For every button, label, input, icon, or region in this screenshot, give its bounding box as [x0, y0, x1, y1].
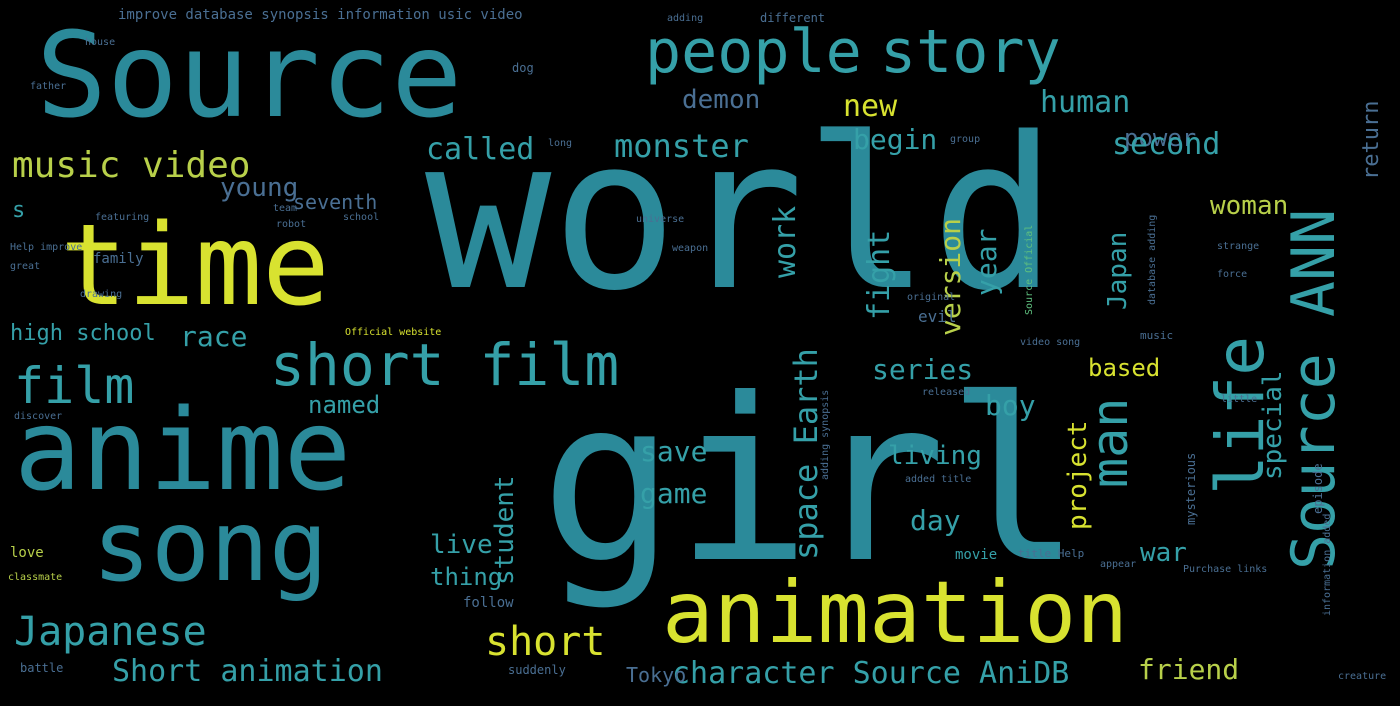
cloud-word: young — [220, 173, 299, 203]
cloud-word: title Help — [1018, 547, 1085, 560]
cloud-word: different — [760, 11, 826, 25]
cloud-word: demon — [682, 85, 761, 115]
cloud-word: live — [430, 530, 493, 560]
cloud-word: improve database synopsis information us… — [118, 7, 523, 23]
cloud-word: episode — [1311, 463, 1325, 514]
cloud-word: love — [10, 545, 44, 561]
cloud-word: follow — [463, 595, 514, 611]
cloud-word: drawing — [80, 289, 123, 300]
cloud-word: great — [10, 261, 41, 272]
cloud-word: robot — [276, 219, 307, 230]
cloud-word: project — [1063, 420, 1093, 530]
cloud-word: Help improve — [10, 242, 83, 253]
cloud-word: group — [950, 134, 981, 145]
cloud-word: named — [308, 391, 381, 419]
cloud-word: special — [1258, 370, 1288, 480]
cloud-word: Source ANN — [1279, 208, 1349, 570]
cloud-word: new — [843, 89, 898, 124]
cloud-word: weapon — [672, 243, 709, 254]
cloud-word: people — [645, 17, 862, 87]
cloud-word: music — [1140, 329, 1174, 342]
cloud-word: released — [922, 387, 971, 398]
cloud-word: world — [425, 92, 1058, 337]
cloud-word: race — [180, 320, 248, 353]
cloud-word: adding — [667, 13, 704, 24]
cloud-word: evil — [918, 307, 957, 326]
cloud-word: monster — [614, 127, 749, 165]
cloud-word: family — [93, 251, 144, 267]
cloud-word: living — [888, 441, 982, 471]
cloud-word: original — [907, 292, 956, 303]
cloud-word: power — [1124, 124, 1197, 152]
cloud-word: begin — [853, 123, 938, 156]
cloud-word: short — [485, 619, 606, 665]
cloud-word: space Earth — [787, 348, 825, 560]
cloud-word: creature — [1338, 671, 1387, 682]
cloud-word: seventh — [293, 190, 378, 214]
cloud-word: added title — [905, 474, 972, 485]
cloud-word: strange — [1217, 241, 1260, 252]
cloud-word: Japanese — [14, 609, 207, 655]
cloud-word: little — [1221, 394, 1258, 405]
cloud-word: Source Official — [1024, 224, 1035, 315]
cloud-word: series — [872, 353, 974, 386]
cloud-word: thing — [430, 563, 503, 591]
cloud-word: music video — [12, 145, 251, 186]
cloud-word: woman — [1210, 191, 1289, 221]
cloud-word: dog — [512, 61, 534, 75]
cloud-word: information added — [1322, 513, 1333, 616]
cloud-word: second — [1112, 127, 1221, 162]
cloud-word: called — [426, 132, 535, 167]
cloud-word: animation — [662, 563, 1128, 663]
cloud-word: long — [548, 138, 573, 149]
cloud-word: battle — [20, 661, 64, 675]
cloud-word: war — [1140, 538, 1187, 568]
cloud-word: universe — [636, 214, 685, 225]
cloud-word: database adding — [1147, 214, 1158, 305]
cloud-word: short film — [270, 331, 620, 399]
cloud-word: classmate — [8, 572, 63, 583]
cloud-word: adding synopsis — [820, 389, 831, 480]
cloud-word: force — [1217, 269, 1248, 280]
cloud-word: time — [60, 201, 330, 331]
cloud-word: character Source AniDB — [672, 656, 1070, 691]
cloud-word: girl — [540, 351, 1082, 613]
cloud-word: student — [490, 475, 520, 585]
cloud-word: video song — [1020, 337, 1081, 348]
cloud-word: anime — [14, 386, 352, 516]
cloud-word: movie — [955, 547, 998, 563]
cloud-word: house — [85, 37, 116, 48]
cloud-word: Japan — [1103, 231, 1133, 310]
cloud-word: appear — [1100, 559, 1137, 570]
cloud-word: fight — [862, 229, 897, 320]
cloud-word: Short animation — [112, 654, 383, 689]
cloud-word: game — [640, 477, 708, 510]
cloud-word: year — [970, 228, 1003, 296]
cloud-word: school — [343, 212, 380, 223]
cloud-word: friend — [1138, 653, 1240, 686]
cloud-word: Tokyo — [626, 663, 687, 687]
cloud-word: featuring — [95, 212, 150, 223]
cloud-word: song — [92, 490, 329, 604]
cloud-word: s — [12, 198, 26, 223]
cloud-word: human — [1040, 85, 1131, 120]
cloud-word: return — [1359, 100, 1384, 180]
cloud-word: boy — [985, 389, 1036, 422]
cloud-word: based — [1088, 354, 1161, 382]
cloud-word: father — [30, 81, 67, 92]
cloud-word: high school — [10, 321, 156, 346]
cloud-word: story — [880, 17, 1061, 87]
cloud-word: suddenly — [508, 663, 566, 677]
cloud-word: Source — [36, 6, 463, 144]
cloud-word: work — [768, 205, 803, 278]
cloud-word: mysterious — [1184, 452, 1198, 525]
cloud-word: team — [273, 203, 298, 214]
cloud-word: Purchase links — [1183, 564, 1268, 575]
cloud-word: Official website — [345, 327, 442, 338]
cloud-word: day — [910, 504, 961, 537]
cloud-word: discover — [14, 411, 63, 422]
cloud-word: save — [640, 435, 708, 468]
cloud-word: film — [14, 357, 135, 415]
